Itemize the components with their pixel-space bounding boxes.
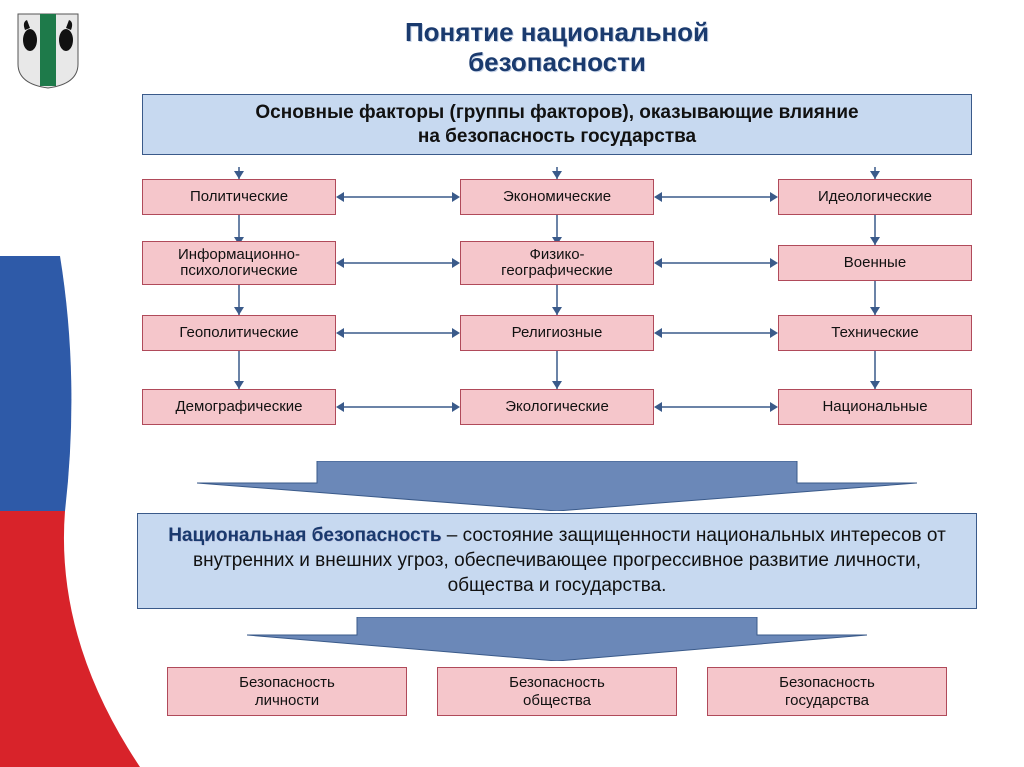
security-state-label: Безопасностьгосударства [779, 674, 875, 708]
title-line-1: Понятие национальной [405, 17, 709, 47]
factor-box: Экологические [460, 389, 654, 425]
factor-box: Национальные [778, 389, 972, 425]
factor-box: Физико-географические [460, 241, 654, 285]
factors-header-box: Основные факторы (группы факторов), оказ… [142, 94, 972, 156]
definition-box: Национальная безопасность – состояние за… [137, 513, 977, 609]
title-line-2: безопасности [468, 47, 646, 77]
page-title: Понятие национальной безопасности [120, 18, 994, 78]
factor-box: Религиозные [460, 315, 654, 351]
factor-box: Политические [142, 179, 336, 215]
factor-box: Геополитические [142, 315, 336, 351]
security-personal-label: Безопасностьличности [239, 674, 335, 708]
security-society-label: Безопасностьобщества [509, 674, 605, 708]
factor-box: Идеологические [778, 179, 972, 215]
factors-diagram: Политические Экономические Идеологические И… [122, 167, 992, 467]
security-society-box: Безопасностьобщества [437, 667, 677, 716]
slide-content: Понятие национальной безопасности Основн… [110, 0, 1024, 716]
header-line-2: на безопасность государства [418, 126, 696, 147]
security-types-row: Безопасностьличности Безопасностьобществ… [167, 667, 947, 716]
region-emblem-icon [12, 10, 84, 90]
down-arrow-icon [247, 617, 867, 661]
security-state-box: Безопасностьгосударства [707, 667, 947, 716]
security-personal-box: Безопасностьличности [167, 667, 407, 716]
definition-term: Национальная безопасность [168, 525, 441, 546]
factor-box: Военные [778, 245, 972, 281]
down-arrow-icon [197, 461, 917, 511]
factor-box: Информационно-психологические [142, 241, 336, 285]
factor-box: Демографические [142, 389, 336, 425]
factor-box: Технические [778, 315, 972, 351]
header-line-1: Основные факторы (группы факторов), оказ… [255, 102, 858, 123]
factor-box: Экономические [460, 179, 654, 215]
